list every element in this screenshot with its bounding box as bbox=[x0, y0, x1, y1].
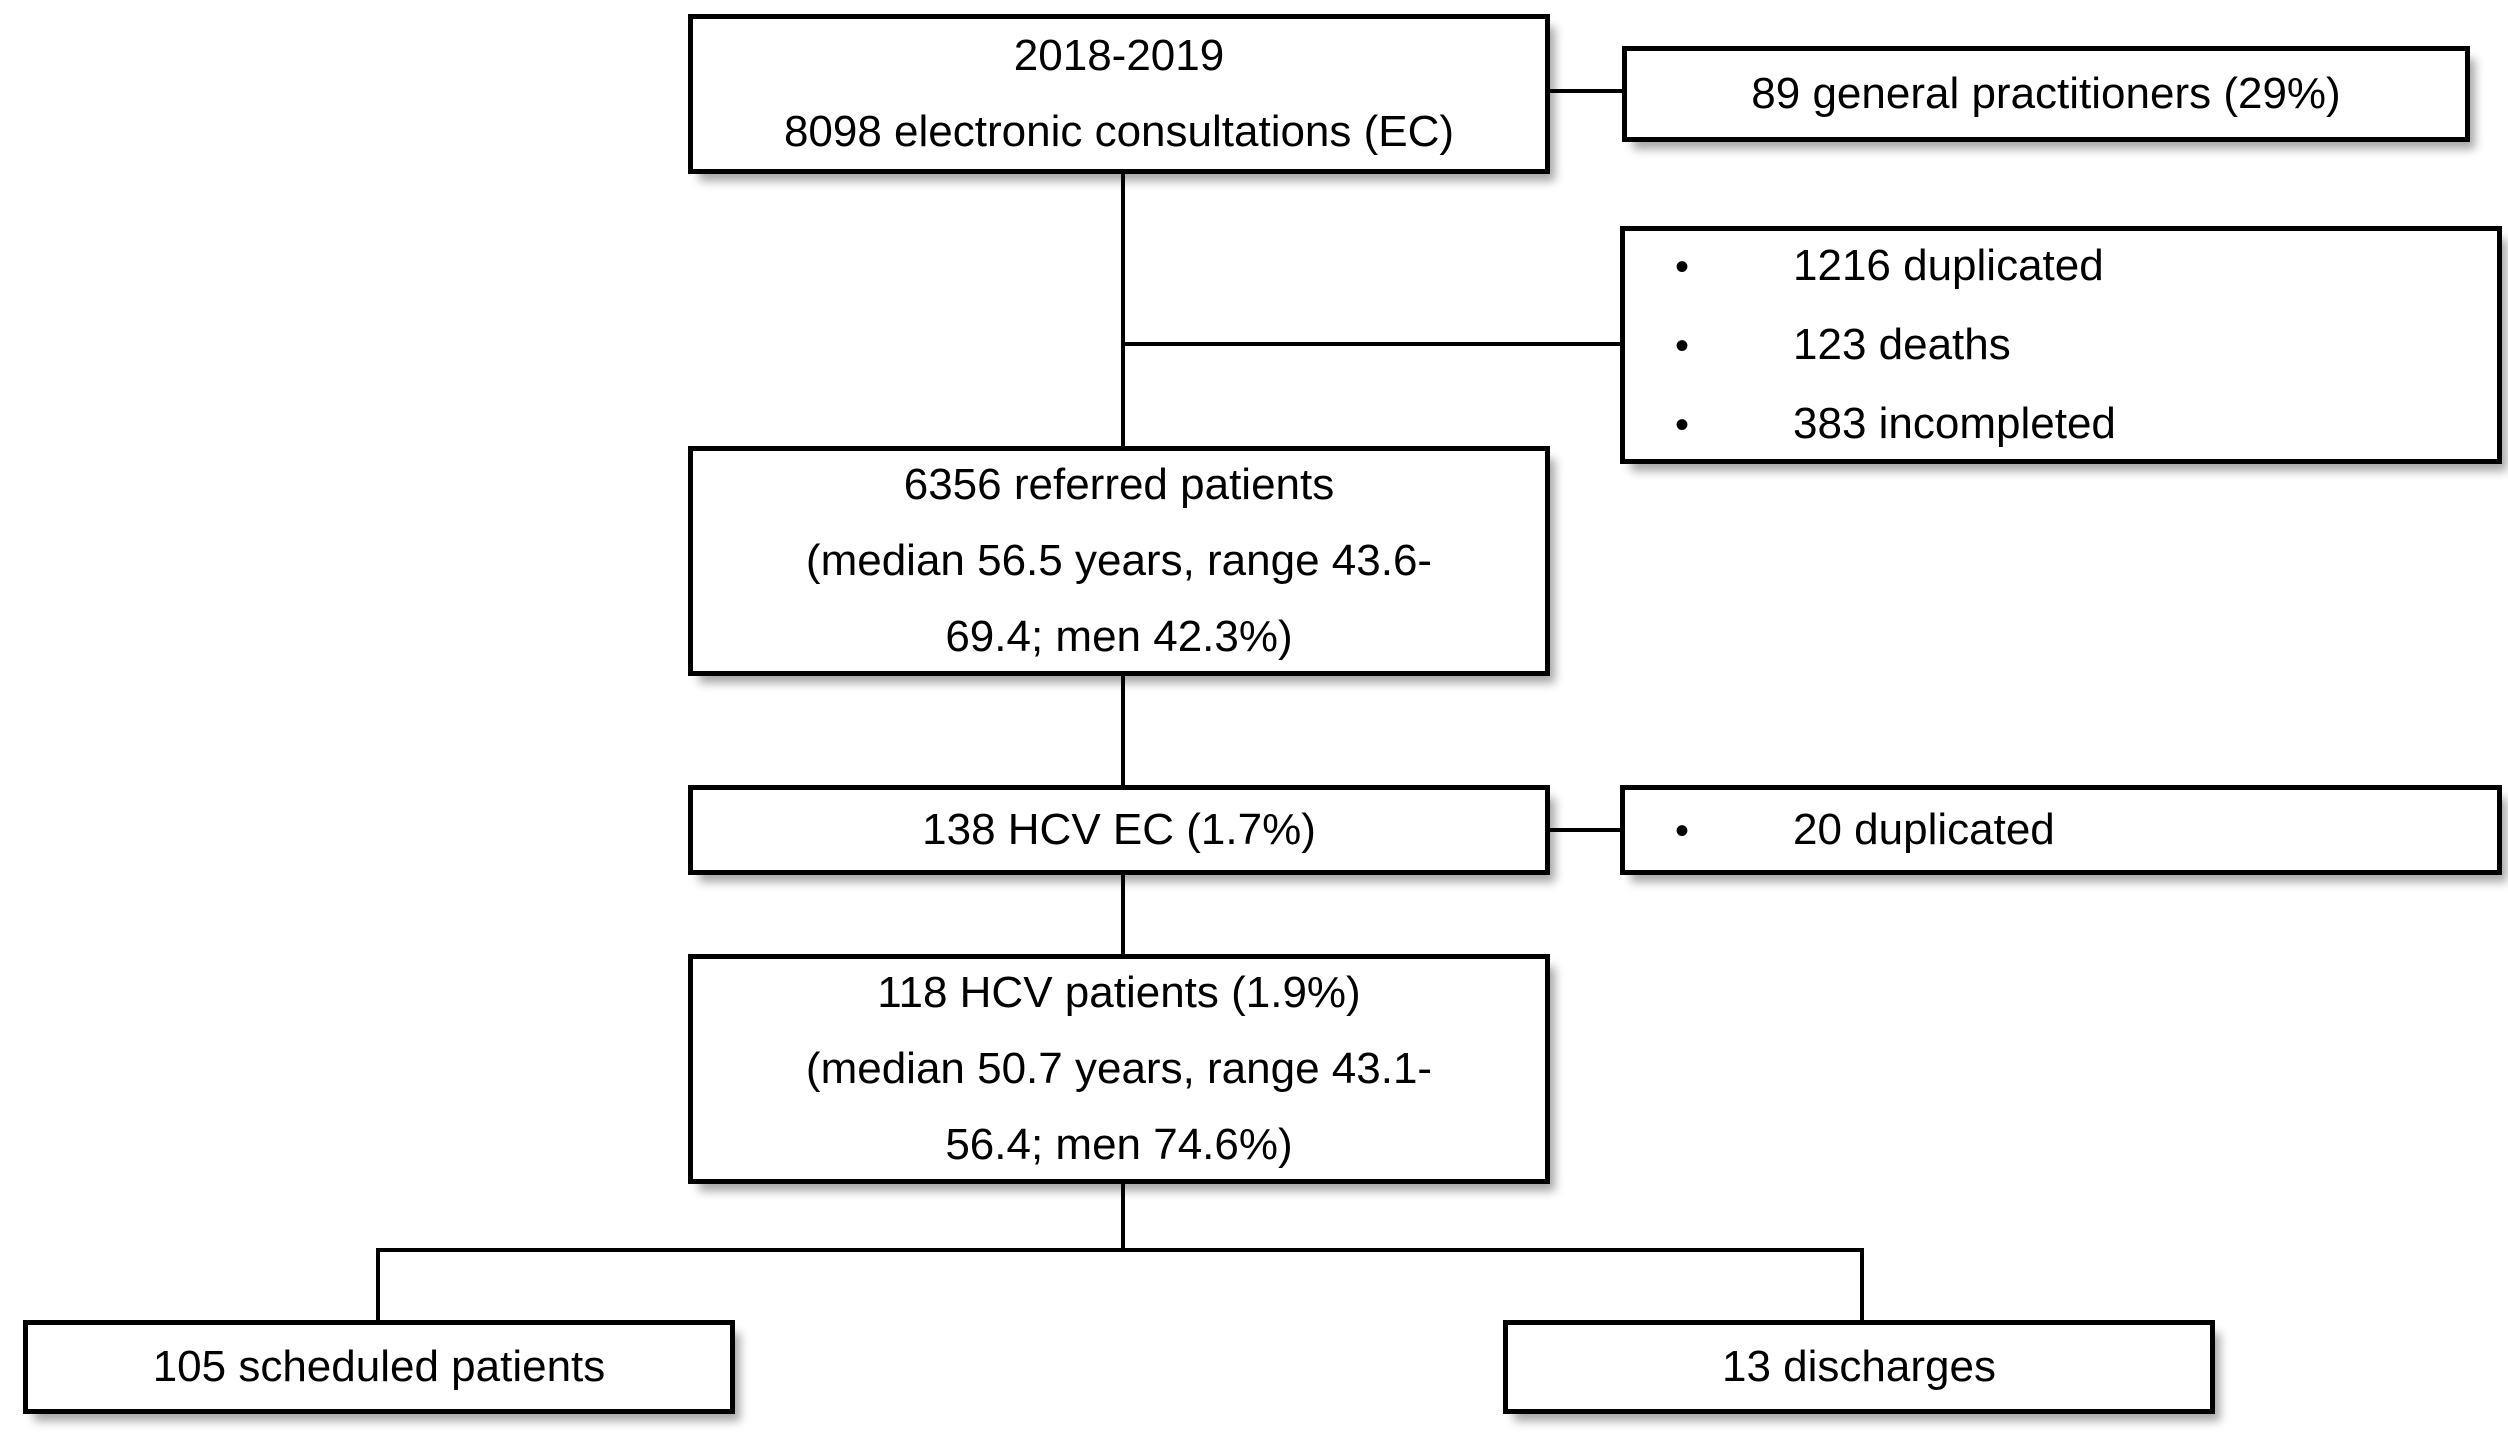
node-text-line: 89 general practitioners (29%) bbox=[1751, 69, 2341, 118]
exclusion-item: • 123 deaths bbox=[1675, 306, 2497, 385]
connector-hcvpatients-down bbox=[1121, 1184, 1125, 1250]
exclusion-text: 1216 duplicated bbox=[1793, 240, 2104, 290]
node-text-line: 8098 electronic consultations (EC) bbox=[783, 107, 1455, 156]
exclusion-list: • 1216 duplicated • 123 deaths • 383 inc… bbox=[1675, 227, 2497, 464]
node-text-line: 69.4; men 42.3%) bbox=[945, 612, 1293, 661]
node-text-line: 105 scheduled patients bbox=[152, 1342, 606, 1391]
exclusion-list: • 20 duplicated bbox=[1675, 791, 2497, 870]
node-text-line: 138 HCV EC (1.7%) bbox=[922, 805, 1316, 854]
node-electronic-consultations: 2018-2019 8098 electronic consultations … bbox=[688, 14, 1550, 174]
exclusion-text: 123 deaths bbox=[1793, 319, 2011, 369]
exclusion-item: • 383 incompleted bbox=[1675, 385, 2497, 464]
connector-hcvec-to-exclusions-second bbox=[1550, 828, 1624, 832]
node-text-line: (median 50.7 years, range 43.1- bbox=[805, 1044, 1433, 1093]
bullet-icon: • bbox=[1675, 244, 1690, 289]
exclusion-text: 20 duplicated bbox=[1793, 804, 2055, 854]
node-discharges: 13 discharges bbox=[1503, 1320, 2215, 1414]
node-referred-patients: 6356 referred patients (median 56.5 year… bbox=[688, 446, 1550, 676]
bullet-icon: • bbox=[1675, 323, 1690, 368]
connector-branch-to-exclusions-first bbox=[1123, 342, 1624, 346]
node-text-line: 6356 referred patients bbox=[903, 460, 1335, 509]
node-text-line: 2018-2019 bbox=[1013, 31, 1225, 80]
connector-branch-bottom bbox=[376, 1248, 1864, 1252]
connector-hcvec-to-hcvpatients bbox=[1121, 873, 1125, 956]
node-text-line: 56.4; men 74.6%) bbox=[945, 1120, 1293, 1169]
node-hcv-patients: 118 HCV patients (1.9%) (median 50.7 yea… bbox=[688, 954, 1550, 1184]
bullet-icon: • bbox=[1675, 808, 1690, 853]
node-text-line: 118 HCV patients (1.9%) bbox=[877, 968, 1361, 1017]
node-exclusions-second: • 20 duplicated bbox=[1620, 785, 2502, 875]
node-general-practitioners: 89 general practitioners (29%) bbox=[1622, 46, 2470, 142]
connector-to-discharges bbox=[1860, 1248, 1864, 1320]
connector-referred-to-hcvec bbox=[1121, 674, 1125, 787]
node-text-line: (median 56.5 years, range 43.6- bbox=[805, 536, 1433, 585]
bullet-icon: • bbox=[1675, 402, 1690, 447]
connector-to-scheduled bbox=[376, 1248, 380, 1320]
node-hcv-ec: 138 HCV EC (1.7%) bbox=[688, 785, 1550, 875]
exclusion-item: • 1216 duplicated bbox=[1675, 227, 2497, 306]
exclusion-text: 383 incompleted bbox=[1793, 398, 2116, 448]
exclusion-item: • 20 duplicated bbox=[1675, 791, 2497, 870]
connector-ec-to-gp bbox=[1550, 89, 1626, 93]
node-text-line: 13 discharges bbox=[1722, 1342, 1996, 1391]
connector-ec-to-referred bbox=[1121, 172, 1125, 448]
node-scheduled-patients: 105 scheduled patients bbox=[23, 1320, 735, 1414]
node-exclusions-first: • 1216 duplicated • 123 deaths • 383 inc… bbox=[1620, 226, 2502, 464]
